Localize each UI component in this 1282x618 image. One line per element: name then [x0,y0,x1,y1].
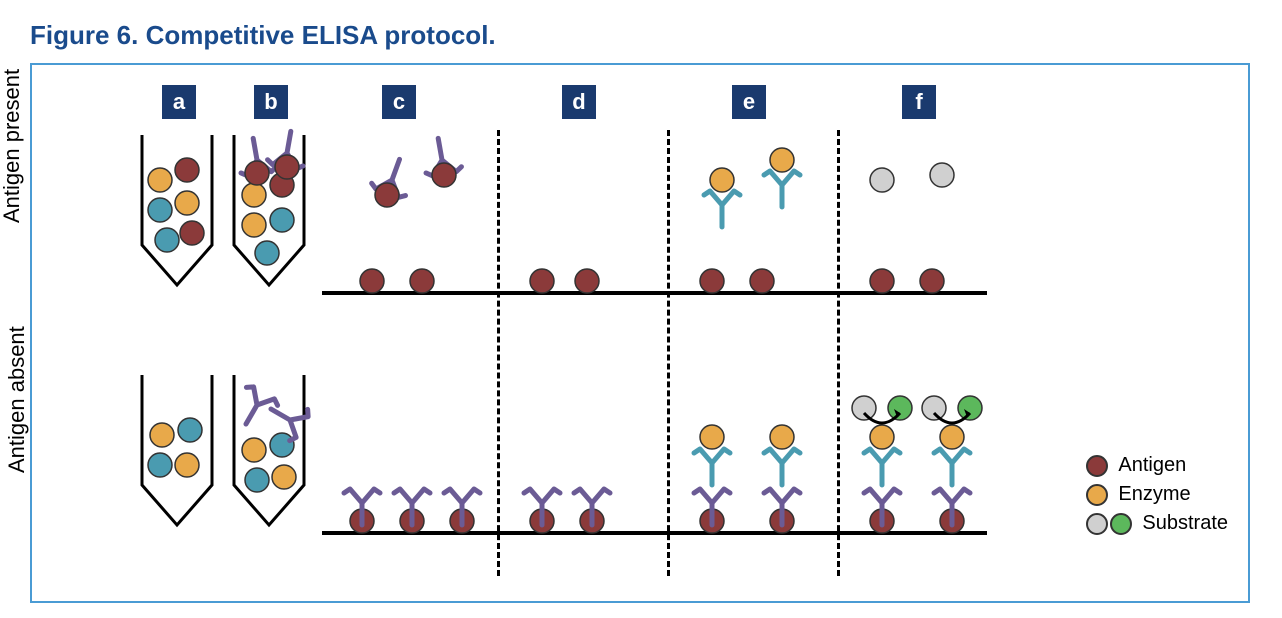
row-label-present: Antigen present [0,193,25,223]
legend-substrate: Substrate [1086,512,1228,535]
step-tag-d: d [562,85,596,119]
divider-1 [667,130,670,576]
divider-0 [497,130,500,576]
step-tag-f: f [902,85,936,119]
legend-antigen: Antigen [1086,454,1228,477]
figure-title: Figure 6. Competitive ELISA protocol. [30,20,1252,51]
legend: Antigen Enzyme Substrate [1086,448,1228,541]
step-tag-e: e [732,85,766,119]
diagram-svg [32,65,1252,605]
step-tag-b: b [254,85,288,119]
divider-2 [837,130,840,576]
step-tag-a: a [162,85,196,119]
step-tag-c: c [382,85,416,119]
legend-enzyme: Enzyme [1086,483,1228,506]
row-label-absent: Antigen absent [4,443,30,473]
diagram-frame: Antigen present Antigen absent Antigen E… [30,63,1250,603]
